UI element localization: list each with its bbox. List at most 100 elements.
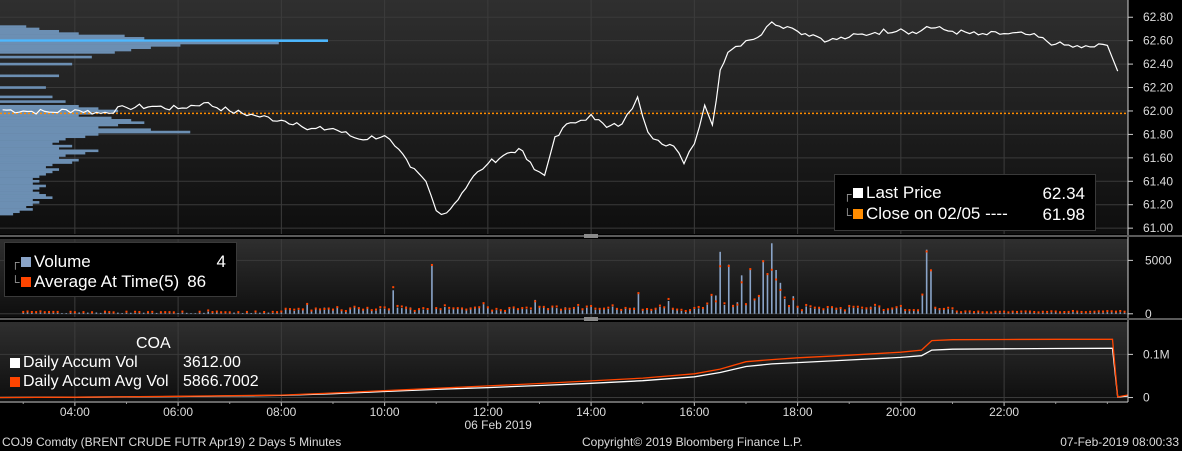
volume-legend: ┌ Volume 4 └ Average At Time(5) 86: [4, 242, 237, 297]
legend-value: 62.34: [1042, 183, 1085, 203]
average-at-time-dot: [968, 310, 971, 313]
average-at-time-dot: [430, 263, 433, 266]
volume-bar: [629, 309, 631, 314]
average-at-time-dot: [934, 306, 937, 309]
average-at-time-dot: [448, 306, 451, 309]
average-at-time-dot: [43, 311, 46, 314]
average-at-time-dot: [1037, 311, 1040, 314]
volume-bar: [198, 312, 201, 314]
volume-bar: [861, 309, 863, 314]
volume-bar: [220, 313, 222, 314]
volume-bar: [448, 309, 450, 314]
average-at-time-dot: [822, 308, 825, 311]
volume-bar: [74, 313, 76, 314]
average-at-time-dot: [1084, 311, 1087, 314]
volume-bar: [770, 243, 773, 314]
x-tick-label: 16:00: [679, 405, 709, 419]
average-at-time-dot: [499, 309, 502, 312]
volume-bar: [586, 307, 588, 314]
average-at-time-dot: [1102, 310, 1105, 313]
volume-bar: [809, 307, 812, 314]
volume-bar: [878, 307, 881, 314]
average-at-time-dot: [375, 308, 377, 311]
average-at-time-dot: [387, 308, 390, 311]
volume-bar: [895, 307, 898, 314]
volume-bar: [818, 307, 820, 314]
volume-bar: [1059, 313, 1061, 314]
average-at-time-dot: [1119, 309, 1122, 312]
volume-bar: [512, 308, 515, 314]
volume-bar: [594, 309, 597, 314]
average-at-time-dot: [22, 310, 25, 313]
legend-value: 5866.7002: [183, 373, 259, 390]
average-at-time-dot: [1106, 310, 1109, 313]
volume-bar: [177, 313, 179, 314]
legend-item-close: └ Close on 02/05 ---- 61.98: [843, 204, 1085, 224]
volume-bar: [246, 312, 248, 314]
legend-swatch: [10, 376, 20, 387]
volume-bar: [564, 307, 567, 314]
volume-bar: [727, 264, 730, 314]
average-at-time-dot: [134, 310, 137, 313]
volume-bar: [573, 308, 575, 314]
volume-bar: [1046, 312, 1048, 314]
volume-bar: [409, 307, 412, 314]
volume-bar: [1067, 312, 1070, 314]
x-axis-ticks: 04:00 06:00 08:00 10:00 12:00 14:00 16:00 18:00…: [22, 402, 1108, 432]
x-tick-label: 20:00: [886, 405, 916, 419]
volume-bar: [499, 311, 502, 314]
average-at-time-dot: [336, 306, 339, 309]
volume-bar: [173, 313, 175, 314]
volume-bar: [943, 308, 945, 314]
volume-bar: [82, 312, 85, 314]
volume-bar: [542, 307, 545, 314]
average-at-time-dot: [972, 311, 975, 314]
volume-bar: [1115, 312, 1117, 314]
volume-bar: [835, 307, 838, 314]
volume-bar: [504, 310, 506, 314]
daily-accum-avg-vol-line: [0, 338, 1129, 399]
average-at-time-dot: [564, 307, 567, 310]
volume-bar: [874, 306, 876, 314]
volume-bar: [598, 308, 601, 314]
volume-bar: [680, 311, 683, 314]
volume-bar: [95, 312, 98, 314]
average-at-time-dot: [211, 311, 214, 314]
volume-bar: [568, 309, 571, 314]
average-at-time-dot: [891, 307, 894, 310]
legend-item-average: └ Average At Time(5) 86: [11, 272, 207, 291]
volume-bar: [422, 309, 425, 314]
average-at-time-dot: [516, 308, 519, 311]
average-at-time-dot: [757, 294, 760, 297]
volume-bar: [117, 312, 119, 314]
legend-swatch: [853, 188, 863, 198]
average-at-time-dot: [551, 305, 554, 308]
average-at-time-dot: [465, 308, 468, 311]
pane-splitter-handle[interactable]: [584, 317, 598, 321]
volume-bar: [852, 307, 855, 314]
volume-bar: [91, 313, 93, 314]
y-tick-label: 5000: [1145, 253, 1172, 267]
volume-bar: [590, 306, 592, 314]
average-at-time-dot: [904, 309, 907, 312]
volume-profile-bar: [0, 104, 79, 108]
volume-profile-bar: [0, 170, 53, 174]
average-at-time-dot: [783, 296, 786, 299]
average-at-time-dot: [719, 265, 722, 268]
timestamp: 07-Feb-2019 08:00:33: [1060, 435, 1179, 449]
average-at-time-dot: [473, 306, 476, 309]
pane-splitter-handle[interactable]: [584, 234, 598, 238]
volume-bar: [302, 309, 304, 314]
volume-profile-bar: [0, 107, 99, 110]
average-at-time-dot: [1097, 310, 1100, 313]
volume-bar: [469, 307, 472, 314]
average-at-time-dot: [762, 260, 765, 263]
average-at-time-dot: [340, 309, 343, 312]
average-at-time-dot: [525, 306, 528, 309]
copyright-text: Copyright© 2019 Bloomberg Finance L.P.: [582, 435, 803, 449]
volume-profile-bar: [0, 203, 33, 207]
average-at-time-dot: [559, 308, 562, 311]
volume-bar: [650, 310, 653, 314]
volume-profile-bar: [0, 198, 33, 202]
volume-bar: [719, 251, 721, 314]
